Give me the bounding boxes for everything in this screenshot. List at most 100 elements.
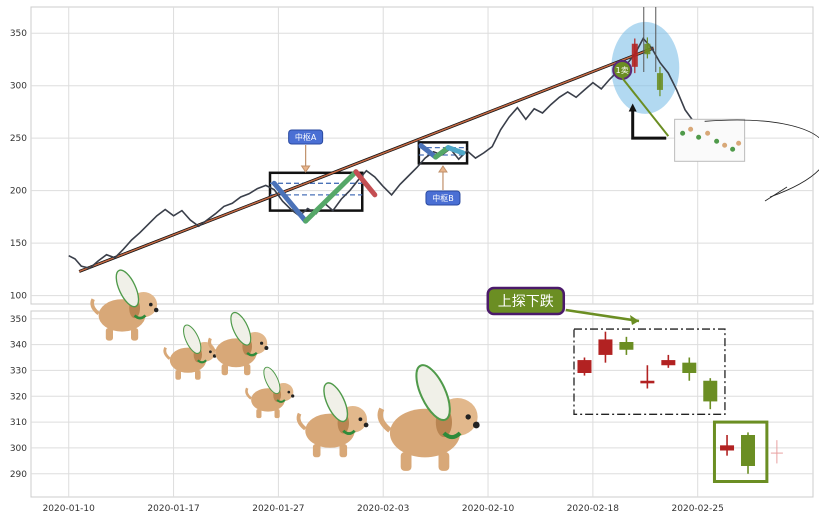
top-y-tick-label: 250 [10,134,27,144]
zone-label-box [288,129,324,145]
puppy-eye [149,302,153,307]
sell-marker-label: 1卖 [616,66,629,75]
annotation-arrow-head [629,315,639,325]
zone-label-arrow-head [300,165,311,173]
puppy-nose [472,421,480,429]
puppy-collar [442,431,462,440]
flying-puppy-sticker [90,269,159,341]
down-arrow-head [628,103,637,112]
candle-body [640,380,655,384]
inset-thumbnail-mark [680,130,686,136]
puppy-leg [175,370,181,380]
stroke-segment [271,180,309,224]
puppy-leg [400,452,412,471]
x-tick-label: 2020-02-18 [567,504,620,514]
candle-body [720,445,735,451]
down-arrow-line [631,109,667,140]
peak-highlight [611,21,680,114]
flying-puppy-sticker [377,364,480,471]
candle-body [661,360,676,366]
x-tick-label: 2020-01-27 [252,504,304,514]
candle-body [577,360,592,373]
stroke-segment [418,143,439,160]
inset-thumbnail-mark [714,138,720,144]
puppy-nose [363,422,369,428]
bottom-y-tick-label: 330 [10,366,27,376]
candle-body [682,362,697,373]
inset-thumbnail [674,118,746,162]
sell-pointer-line [621,77,670,137]
tail-curve-cap [764,186,788,202]
dashed-box [573,328,726,415]
zone-label-box [425,190,461,206]
flying-puppy-sticker [207,311,269,376]
green-box [712,420,769,484]
zone-label: 中枢B [425,165,461,206]
puppy-leg [256,409,262,419]
puppy-nose [291,394,295,398]
flying-puppy-sticker [245,366,295,419]
bottom-y-tick-label: 310 [10,418,27,428]
x-tick-label: 2020-01-10 [43,504,96,514]
puppy-wing [323,382,349,423]
stroke-segment [433,145,451,160]
bottom-y-tick-label: 290 [10,470,27,480]
annotation-arrow-line [565,308,640,323]
puppy-collar [133,314,147,320]
puppy-wing [183,324,202,354]
puppy-wing [230,311,252,346]
tail-curve [704,119,819,198]
stroke-segment [353,169,378,198]
trend-line [78,47,654,273]
puppy-leg [221,364,228,376]
bottom-y-tick-label: 320 [10,392,27,402]
puppy-collar [342,429,356,435]
zone-label-text: 中枢A [295,132,317,142]
puppy-nose [264,346,269,350]
puppy-tail [245,387,252,400]
puppy-collar [246,351,258,357]
puppy-eye [287,390,291,394]
zone-label: 中枢A [288,129,324,173]
x-tick-label: 2020-02-10 [462,504,515,514]
x-tick-label: 2020-02-03 [357,504,409,514]
bottom-y-tick-label: 340 [10,341,27,351]
puppy-wing [415,364,451,422]
zone-label-arrow-head [438,165,448,173]
puppy-collar [197,359,207,364]
inset-thumbnail-mark [730,146,736,152]
candle-body [703,380,718,402]
annotation-text: 上探下跌 [498,294,554,310]
puppy-leg [274,409,280,419]
zone-label-text: 中枢B [432,193,454,203]
puppy-tail [90,298,100,316]
x-tick-label: 2020-02-25 [672,504,724,514]
candle-body [741,435,756,466]
annotation-box [486,286,566,316]
puppy-leg [105,328,113,341]
inset-thumbnail-mark [722,142,728,148]
mini-candle-body [656,73,663,90]
inset-thumbnail-mark [736,140,742,146]
inset-thumbnail-mark [688,126,694,132]
zone-box [417,141,469,165]
top-y-tick-label: 350 [10,29,27,39]
flying-puppy-sticker [296,382,369,458]
x-tick-label: 2020-01-17 [147,504,199,514]
bottom-y-tick-label: 350 [10,315,27,325]
stroke-segment [303,169,359,224]
puppy-eye [260,341,264,345]
puppy-collar [276,399,286,403]
stroke-segment [445,145,466,156]
puppy-eye [209,350,212,354]
top-y-tick-label: 200 [10,187,27,197]
puppy-leg [195,370,201,380]
candle-body [619,342,634,350]
top-y-tick-label: 150 [10,239,27,249]
bottom-y-tick-label: 300 [10,444,27,454]
top-y-tick-label: 100 [10,292,27,302]
puppy-eye [465,414,471,420]
puppy-leg [312,444,321,458]
puppy-tail [163,346,171,360]
